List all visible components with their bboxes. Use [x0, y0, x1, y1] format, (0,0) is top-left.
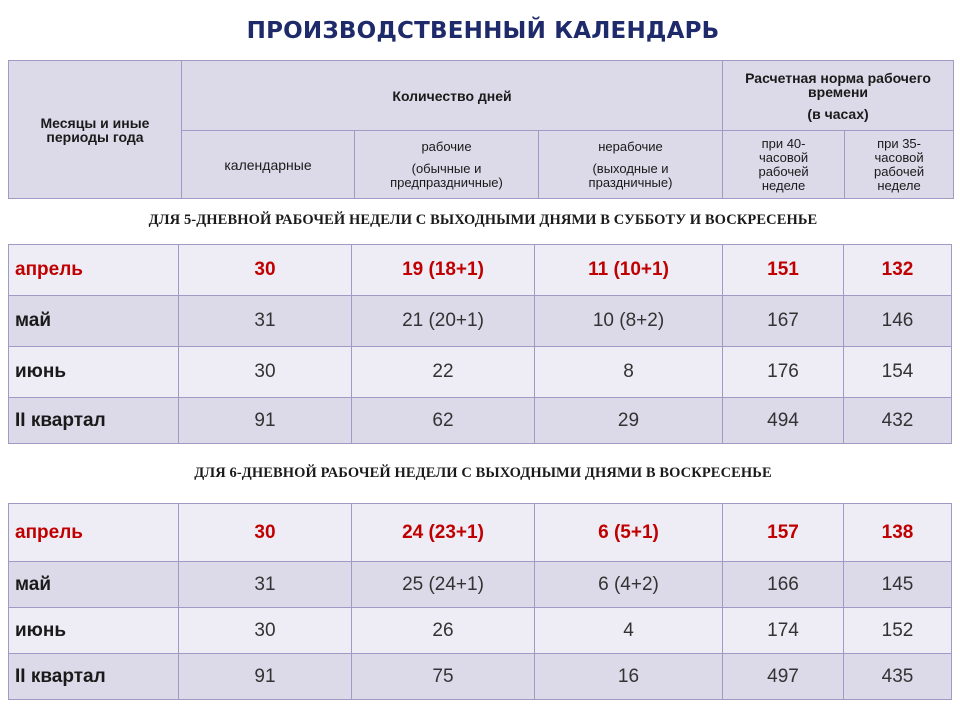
cell-nonworking: 6 (4+2): [534, 561, 723, 608]
cell-h35: 145: [843, 561, 952, 608]
header-working-sub: (обычные и предпраздничные): [390, 160, 503, 190]
cell-period: апрель: [8, 244, 179, 296]
cell-calendar: 91: [178, 653, 352, 700]
cell-h35: 432: [843, 397, 952, 444]
table-row: II квартал 91 62 29 494 432: [8, 397, 952, 444]
cell-h35: 152: [843, 607, 952, 654]
header-calendar: календарные: [181, 130, 355, 199]
cell-calendar: 30: [178, 503, 352, 562]
cell-h35: 146: [843, 295, 952, 347]
cell-nonworking: 8: [534, 346, 723, 398]
table-row: апрель 30 24 (23+1) 6 (5+1) 157 138: [8, 503, 952, 562]
cell-h35: 435: [843, 653, 952, 700]
cell-nonworking: 10 (8+2): [534, 295, 723, 347]
section-heading-6day: ДЛЯ 6-ДНЕВНОЙ РАБОЧЕЙ НЕДЕЛИ С ВЫХОДНЫМИ…: [194, 465, 772, 481]
cell-period: II квартал: [8, 397, 179, 444]
table-row: июнь 30 22 8 176 154: [8, 346, 952, 398]
cell-working: 21 (20+1): [351, 295, 535, 347]
cell-working: 24 (23+1): [351, 503, 535, 562]
cell-h35: 154: [843, 346, 952, 398]
cell-h40: 167: [722, 295, 844, 347]
section-heading-5day: ДЛЯ 5-ДНЕВНОЙ РАБОЧЕЙ НЕДЕЛИ С ВЫХОДНЫМИ…: [148, 212, 818, 228]
table-row: май 31 25 (24+1) 6 (4+2) 166 145: [8, 561, 952, 608]
header-40h: при 40-часовой рабочей неделе: [722, 130, 846, 199]
cell-calendar: 31: [178, 295, 352, 347]
cell-nonworking: 4: [534, 607, 723, 654]
cell-h40: 151: [722, 244, 844, 296]
cell-nonworking: 16: [534, 653, 723, 700]
cell-working: 19 (18+1): [351, 244, 535, 296]
cell-h40: 494: [722, 397, 844, 444]
cell-period: II квартал: [8, 653, 179, 700]
header-nonworking-sub: (выходные и праздничные): [588, 160, 673, 190]
cell-period: июнь: [8, 346, 179, 398]
cell-calendar: 91: [178, 397, 352, 444]
cell-calendar: 30: [178, 244, 352, 296]
table-row: II квартал 91 75 16 497 435: [8, 653, 952, 700]
header-norm-unit: (в часах): [807, 105, 869, 122]
cell-period: май: [8, 561, 179, 608]
cell-nonworking: 6 (5+1): [534, 503, 723, 562]
cell-period: апрель: [8, 503, 179, 562]
cell-period: июнь: [8, 607, 179, 654]
cell-working: 22: [351, 346, 535, 398]
cell-h40: 497: [722, 653, 844, 700]
table-5day: апрель 30 19 (18+1) 11 (10+1) 151 132 ма…: [8, 244, 952, 444]
cell-h40: 166: [722, 561, 844, 608]
header-norm: Расчетная норма рабочего времени (в часа…: [722, 60, 955, 131]
cell-working: 25 (24+1): [351, 561, 535, 608]
header-nonworking: нерабочие (выходные и праздничные): [537, 130, 724, 199]
table-row: май 31 21 (20+1) 10 (8+2) 167 146: [8, 295, 952, 347]
header-working: рабочие (обычные и предпраздничные): [354, 130, 539, 199]
header-working-label: рабочие: [421, 138, 472, 154]
page-title: ПРОИЗВОДСТВЕННЫЙ КАЛЕНДАРЬ: [246, 18, 720, 44]
cell-h40: 157: [722, 503, 844, 562]
cell-h40: 174: [722, 607, 844, 654]
cell-working: 62: [351, 397, 535, 444]
table-row: апрель 30 19 (18+1) 11 (10+1) 151 132: [8, 244, 952, 296]
cell-working: 75: [351, 653, 535, 700]
cell-working: 26: [351, 607, 535, 654]
table-row: июнь 30 26 4 174 152: [8, 607, 952, 654]
header-norm-title: Расчетная норма рабочего времени: [745, 69, 931, 100]
cell-calendar: 30: [178, 346, 352, 398]
cell-h40: 176: [722, 346, 844, 398]
cell-h35: 138: [843, 503, 952, 562]
header-table: Месяцы и иные периоды года Количество дн…: [8, 60, 955, 199]
header-nonworking-label: нерабочие: [598, 138, 663, 154]
header-periods: Месяцы и иные периоды года: [8, 60, 182, 199]
cell-h35: 132: [843, 244, 952, 296]
table-6day: апрель 30 24 (23+1) 6 (5+1) 157 138 май …: [8, 503, 952, 700]
cell-calendar: 31: [178, 561, 352, 608]
cell-calendar: 30: [178, 607, 352, 654]
cell-period: май: [8, 295, 179, 347]
header-days-count: Количество дней: [180, 60, 724, 131]
cell-nonworking: 29: [534, 397, 723, 444]
cell-nonworking: 11 (10+1): [534, 244, 723, 296]
header-35h: при 35-часовой рабочей неделе: [844, 130, 955, 199]
